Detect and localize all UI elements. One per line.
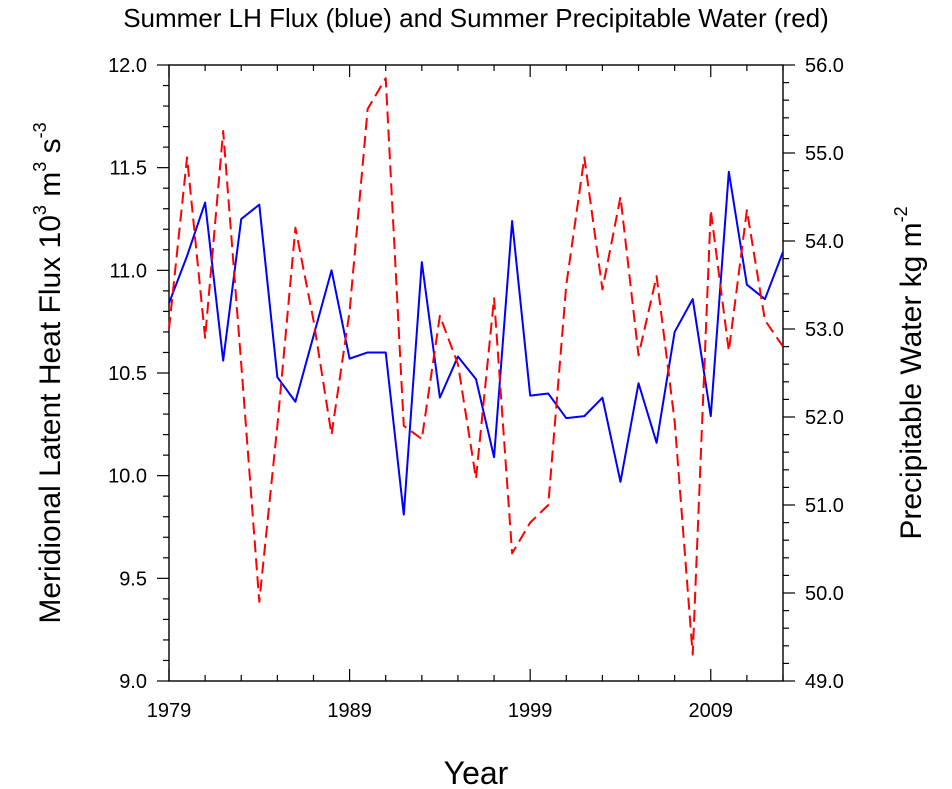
y-right-tick-label: 53.0 <box>805 319 844 341</box>
y-right-tick-label: 56.0 <box>805 55 844 77</box>
tick-labels: 1979 1989 1999 2009 9.0 9.5 10.0 10.5 11.0 11.5 12… <box>108 55 844 722</box>
chart-title: Summer LH Flux (blue) and Summer Precipi… <box>123 3 829 33</box>
y-right-tick-label: 50.0 <box>805 583 844 605</box>
x-tick-label: 1989 <box>327 700 372 722</box>
y-left-label-sup2: 3 <box>30 162 50 172</box>
y-axis-label-right: Precipitable Water kg m-2 <box>891 206 928 539</box>
y-left-label-mid: m <box>34 172 67 205</box>
y-left-label-main: Meridional Latent Heat Flux 10 <box>34 215 67 624</box>
y-right-tick-label: 55.0 <box>805 143 844 165</box>
y-right-tick-label: 49.0 <box>805 671 844 693</box>
precipitable-water-line <box>168 77 784 656</box>
y-left-tick-label: 9.5 <box>119 568 147 590</box>
y-left-tick-label: 10.0 <box>108 466 147 488</box>
y-left-tick-label: 11.5 <box>110 158 147 180</box>
y-right-label-main: Precipitable Water kg m <box>895 222 928 539</box>
lh-flux-line <box>168 170 784 516</box>
tick-marks <box>157 64 795 682</box>
x-tick-label: 1999 <box>508 700 553 722</box>
x-axis-label: Year <box>444 755 509 789</box>
y-left-tick-label: 11.0 <box>110 260 147 282</box>
y-left-label-sup3: -3 <box>30 122 50 138</box>
y-left-tick-label: 12.0 <box>108 55 147 77</box>
y-right-tick-label: 52.0 <box>805 407 844 429</box>
y-left-tick-label: 9.0 <box>119 671 147 693</box>
y-right-label-sup1: -2 <box>891 206 911 222</box>
x-tick-label: 1979 <box>147 700 192 722</box>
y-right-tick-label: 54.0 <box>805 231 844 253</box>
y-left-label-mid2: s <box>34 138 67 161</box>
x-tick-label: 2009 <box>689 700 734 722</box>
y-left-tick-label: 10.5 <box>108 363 147 385</box>
y-right-tick-label: 51.0 <box>805 495 844 517</box>
y-left-label-sup1: 3 <box>30 205 50 215</box>
series-lines <box>168 77 784 656</box>
y-axis-label-left: Meridional Latent Heat Flux 103 m3 s-3 <box>30 122 67 623</box>
